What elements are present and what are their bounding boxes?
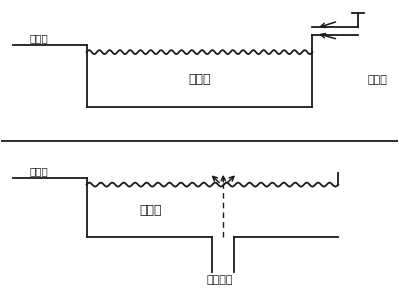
Text: 洗い場: 洗い場 <box>30 34 48 44</box>
Text: （可）: （可） <box>368 75 388 85</box>
Text: （不可）: （不可） <box>206 275 233 285</box>
Text: 洗い場: 洗い場 <box>30 166 48 176</box>
Text: 浴　槽: 浴 槽 <box>188 73 211 86</box>
Text: 浴　槽: 浴 槽 <box>140 204 162 217</box>
